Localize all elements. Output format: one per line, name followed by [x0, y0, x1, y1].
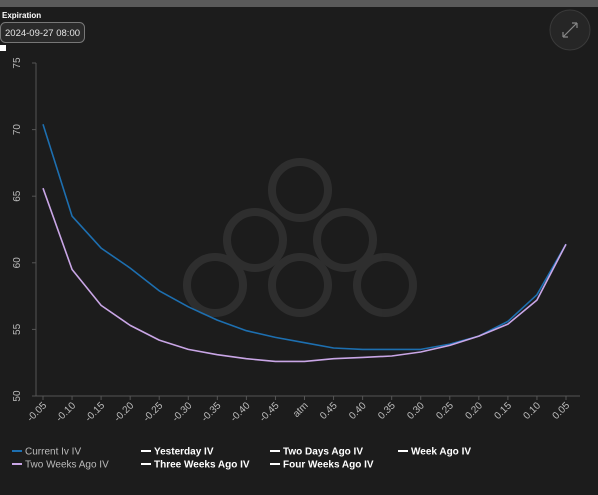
series-line: [42, 187, 567, 363]
y-tick-label: 65: [12, 190, 23, 202]
toggle-box[interactable]: [0, 45, 6, 51]
legend-label: Yesterday IV: [154, 447, 214, 458]
y-tick-label: 75: [12, 57, 23, 69]
legend-label: Three Weeks Ago IV: [154, 460, 250, 471]
legend-label: Four Weeks Ago IV: [283, 460, 374, 471]
expiration-label: Expiration: [2, 11, 41, 20]
legend-label: Current Iv IV: [25, 447, 81, 458]
expand-icon: [562, 22, 578, 38]
y-tick-label: 55: [12, 323, 23, 335]
expiration-select[interactable]: [0, 22, 85, 43]
legend-label: Week Ago IV: [411, 447, 471, 458]
legend-label: Two Days Ago IV: [283, 447, 363, 458]
y-tick-label: 70: [12, 124, 23, 136]
y-tick-label: 50: [12, 390, 23, 402]
expiration-value[interactable]: 2024-09-27 08:00: [5, 28, 80, 39]
top-bar: [0, 0, 598, 7]
legend-label: Two Weeks Ago IV: [25, 460, 109, 471]
watermark: [183, 158, 417, 317]
y-tick-label: 60: [12, 257, 23, 269]
